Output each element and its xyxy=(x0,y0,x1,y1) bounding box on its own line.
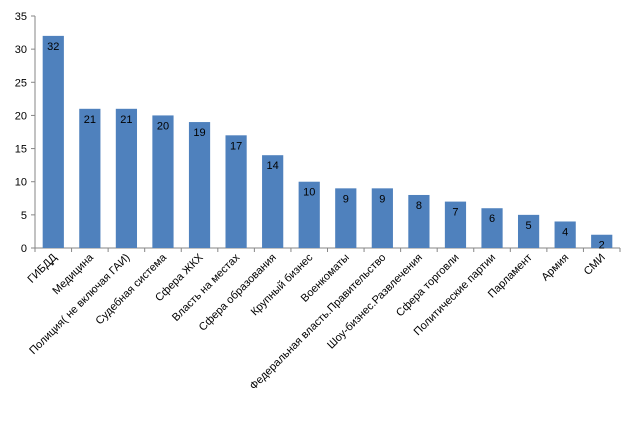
y-tick-label: 35 xyxy=(15,11,27,23)
bar xyxy=(188,122,211,248)
data-label: 20 xyxy=(157,120,169,132)
category-label: Власть на местах xyxy=(170,251,243,324)
bar xyxy=(42,35,64,249)
data-label: 4 xyxy=(562,226,568,238)
data-label: 9 xyxy=(379,193,385,205)
bar xyxy=(371,188,393,248)
y-tick-label: 30 xyxy=(15,44,27,56)
bar xyxy=(408,194,430,248)
y-tick-label: 5 xyxy=(21,210,27,222)
data-label: 5 xyxy=(526,220,532,232)
data-label: 10 xyxy=(303,187,315,199)
y-tick-label: 10 xyxy=(15,177,27,189)
data-label: 8 xyxy=(416,200,422,212)
data-labels: 32 21 21 20 19 17 14 10 9 9 8 7 6 5 4 2 xyxy=(47,41,605,252)
category-label: Армия xyxy=(539,252,571,284)
data-label: 6 xyxy=(489,213,495,225)
data-label: 21 xyxy=(120,114,132,126)
y-tick-label: 20 xyxy=(15,110,27,122)
category-label: Крупный бизнес xyxy=(249,251,316,318)
data-label: 2 xyxy=(599,240,605,252)
data-label: 19 xyxy=(193,127,205,139)
bar xyxy=(152,115,174,248)
bar xyxy=(444,201,467,248)
bar xyxy=(262,155,284,248)
bar xyxy=(481,208,503,248)
category-label: СМИ xyxy=(582,252,608,278)
bar xyxy=(225,135,247,248)
bars xyxy=(42,35,613,249)
bar xyxy=(115,108,138,248)
y-tick-label: 25 xyxy=(15,77,27,89)
bar xyxy=(554,221,576,248)
y-tick-label: 15 xyxy=(15,144,27,156)
bar xyxy=(298,181,320,248)
data-label: 32 xyxy=(47,41,59,53)
bar xyxy=(591,234,613,248)
data-label: 7 xyxy=(452,207,458,219)
data-label: 21 xyxy=(84,114,96,126)
bar xyxy=(335,188,357,248)
bar xyxy=(79,108,101,248)
data-label: 9 xyxy=(343,193,349,205)
data-label: 17 xyxy=(230,140,242,152)
category-label: Судебная система xyxy=(94,251,170,327)
data-label: 14 xyxy=(267,160,279,172)
category-label: Сфера торговли xyxy=(394,252,462,320)
category-label: ГИБДД xyxy=(25,251,59,285)
y-tick-label: 0 xyxy=(21,243,27,255)
bar xyxy=(517,214,540,248)
category-label: Федеральная власть.Правительство xyxy=(248,252,389,393)
